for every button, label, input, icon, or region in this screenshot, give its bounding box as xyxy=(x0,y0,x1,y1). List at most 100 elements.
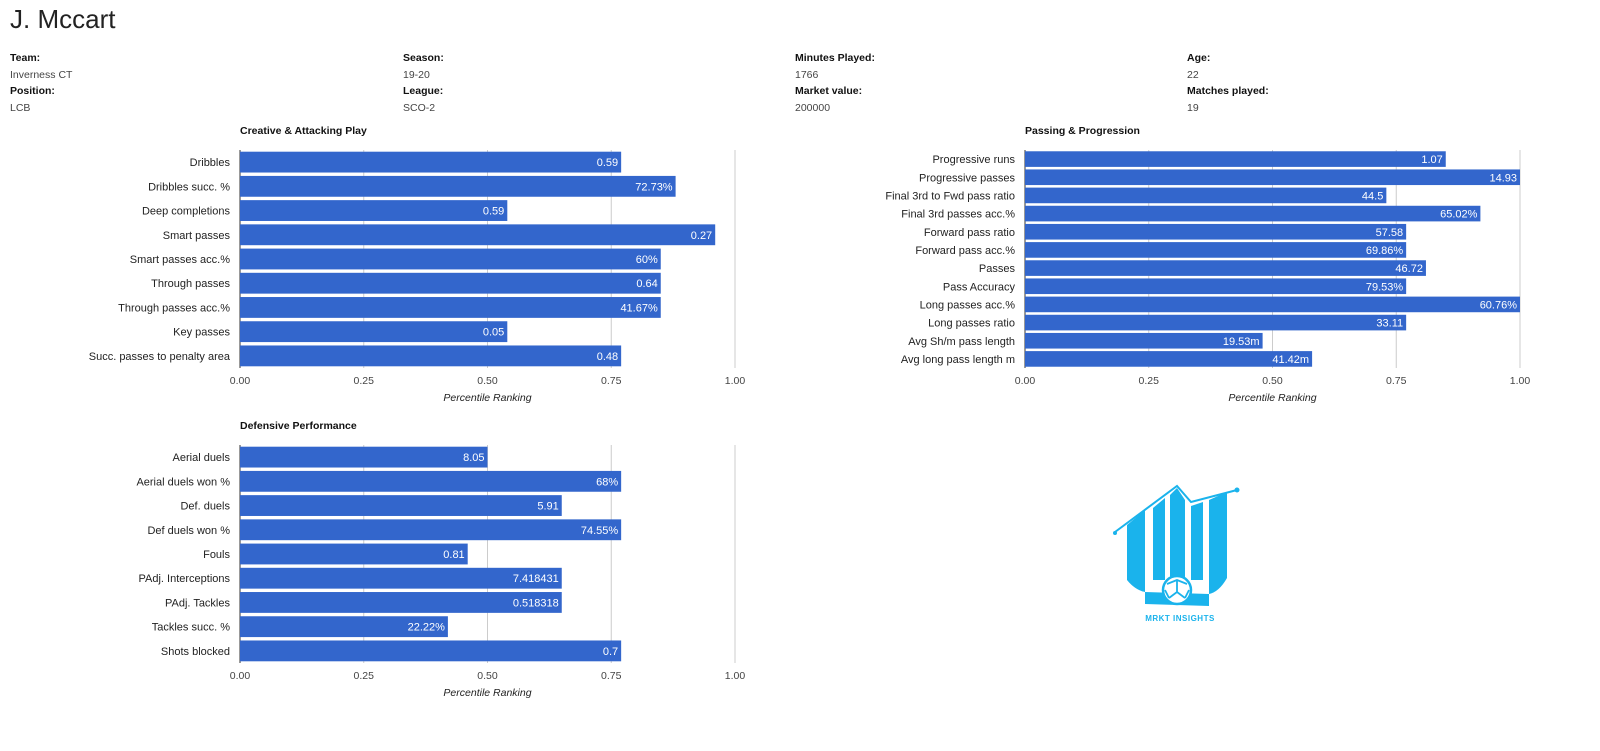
bar xyxy=(1025,332,1263,349)
bar-value-label: 69.86% xyxy=(1366,245,1404,257)
bar-value-label: 41.42m xyxy=(1272,354,1309,366)
bar xyxy=(240,640,622,662)
bar xyxy=(1025,296,1520,313)
info-minutes-market: Minutes Played: 1766 Market value: 20000… xyxy=(795,50,1175,116)
category-label: Passes xyxy=(979,263,1016,275)
bar-value-label: 8.05 xyxy=(463,452,484,464)
bar xyxy=(240,175,676,197)
bar-value-label: 5.91 xyxy=(537,501,558,513)
bar xyxy=(240,272,661,294)
info-value: 1766 xyxy=(795,68,819,81)
defensive-performance-chart: Defensive Performance 0.00 0.25 0.50 0.75 1.0… xyxy=(136,420,746,699)
bar-value-label: 7.418431 xyxy=(513,573,559,585)
chart-title: Defensive Performance xyxy=(240,420,357,432)
bar xyxy=(240,519,622,541)
bar-value-label: 60.76% xyxy=(1480,299,1518,311)
category-label: Avg Sh/m pass length xyxy=(908,336,1015,348)
category-label: Fouls xyxy=(203,549,230,561)
category-label: Def. duels xyxy=(180,501,230,513)
info-season-league: Season: 19-20 League: SCO-2 xyxy=(403,50,783,116)
category-label: Key passes xyxy=(173,327,230,339)
info-label: Market value: xyxy=(795,85,863,97)
category-label: Long passes acc.% xyxy=(920,299,1016,311)
player-name: J. Mccart xyxy=(10,4,116,34)
bar xyxy=(1025,351,1313,367)
info-label: Team: xyxy=(10,52,41,64)
bar-value-label: 0.518318 xyxy=(513,597,559,609)
x-tick-label: 0.25 xyxy=(354,670,375,682)
bar xyxy=(240,446,488,468)
category-label: Smart passes acc.% xyxy=(130,254,230,266)
info-label: League: xyxy=(403,85,444,97)
bar-value-label: 0.7 xyxy=(603,646,618,658)
bar xyxy=(240,592,562,613)
bar xyxy=(240,495,562,516)
category-label: Pass Accuracy xyxy=(943,281,1016,293)
x-tick-label: 0.00 xyxy=(230,670,251,682)
bar-value-label: 0.64 xyxy=(636,278,657,290)
category-label: Succ. passes to penalty area xyxy=(89,351,231,363)
info-value: Inverness CT xyxy=(10,68,73,81)
bar xyxy=(240,200,508,221)
bar-value-label: 57.58 xyxy=(1376,227,1404,239)
category-label: PAdj. Tackles xyxy=(165,597,231,609)
x-tick-label: 1.00 xyxy=(725,375,746,387)
bar-value-label: 0.59 xyxy=(483,206,504,218)
bar-value-label: 68% xyxy=(596,476,618,488)
bar xyxy=(1025,278,1407,295)
category-label: Forward pass ratio xyxy=(924,227,1015,239)
bar xyxy=(240,224,716,246)
x-axis-title: Percentile Ranking xyxy=(443,392,531,404)
logo-text: MRKT INSIGHTS xyxy=(1145,614,1215,623)
chart-title: Creative & Attacking Play xyxy=(240,125,367,137)
bar xyxy=(1025,169,1520,186)
bar xyxy=(240,297,661,318)
bar-value-label: 65.02% xyxy=(1440,209,1478,221)
bar-value-label: 22.22% xyxy=(408,622,446,634)
bar xyxy=(1025,242,1407,258)
x-tick-label: 1.00 xyxy=(1510,375,1531,387)
bar-value-label: 60% xyxy=(636,254,658,266)
info-value: 22 xyxy=(1187,68,1199,81)
category-label: Tackles succ. % xyxy=(152,622,230,634)
category-label: Through passes acc.% xyxy=(118,302,230,314)
bar-value-label: 0.48 xyxy=(597,351,618,363)
info-label: Season: xyxy=(403,52,444,64)
bar xyxy=(1025,187,1387,204)
x-tick-label: 0.75 xyxy=(601,375,622,387)
category-label: Dribbles xyxy=(190,157,231,169)
category-label: Final 3rd passes acc.% xyxy=(901,209,1015,221)
bar-value-label: 19.53m xyxy=(1223,336,1260,348)
info-value: 200000 xyxy=(795,101,831,114)
category-label: Deep completions xyxy=(142,206,231,218)
bar-value-label: 41.67% xyxy=(620,302,658,314)
x-tick-label: 0.75 xyxy=(601,670,622,682)
bar xyxy=(240,567,562,589)
bar-value-label: 79.53% xyxy=(1366,281,1404,293)
chart-title: Passing & Progression xyxy=(1025,125,1140,137)
bar xyxy=(240,248,661,270)
category-label: Progressive passes xyxy=(919,172,1015,184)
x-tick-label: 0.75 xyxy=(1386,375,1407,387)
bar-value-label: 0.81 xyxy=(443,549,464,561)
x-tick-label: 0.50 xyxy=(1262,375,1283,387)
bar-value-label: 46.72 xyxy=(1395,263,1423,275)
category-label: Progressive runs xyxy=(932,154,1015,166)
x-tick-label: 0.25 xyxy=(1139,375,1160,387)
x-tick-label: 0.50 xyxy=(477,375,498,387)
info-value: 19 xyxy=(1187,101,1199,114)
bar xyxy=(1025,314,1407,331)
category-label: Forward pass acc.% xyxy=(915,245,1015,257)
bar xyxy=(1025,205,1481,222)
bar-value-label: 33.11 xyxy=(1376,318,1403,330)
category-label: Final 3rd to Fwd pass ratio xyxy=(885,190,1015,202)
bar xyxy=(1025,260,1426,276)
x-tick-label: 1.00 xyxy=(725,670,746,682)
info-value: LCB xyxy=(10,101,31,114)
category-label: Smart passes xyxy=(163,230,231,242)
x-tick-label: 0.00 xyxy=(1015,375,1036,387)
info-label: Age: xyxy=(1187,52,1211,64)
bar xyxy=(240,470,622,492)
category-label: Shots blocked xyxy=(161,646,230,658)
category-label: Long passes ratio xyxy=(928,318,1015,330)
